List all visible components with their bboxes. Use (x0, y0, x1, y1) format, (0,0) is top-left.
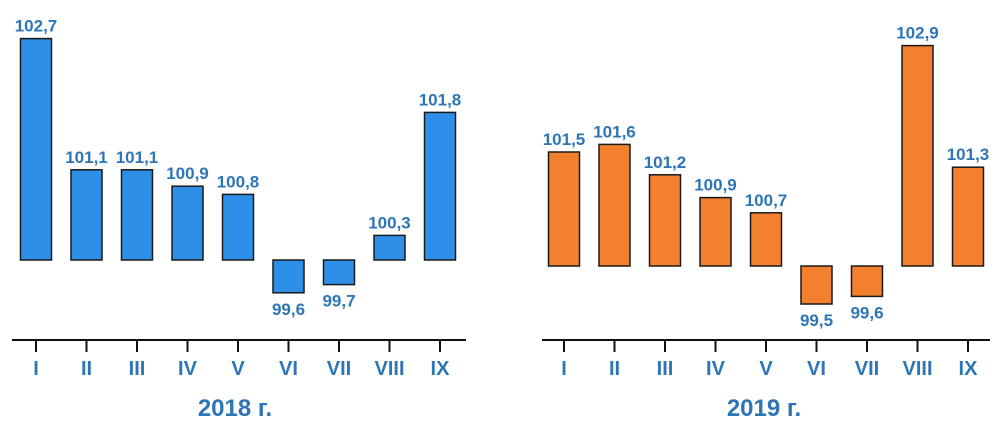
value-label-2019-I: 101,5 (543, 130, 586, 149)
chart-2018: 2018 г. 102,7 I 101,1 II 101,1 III 100,9 IV 100,… (12, 17, 466, 422)
bar-2018-IV (171, 185, 204, 261)
value-label-2018-III: 101,1 (116, 148, 159, 167)
value-label-2018-I: 102,7 (15, 17, 58, 36)
x-tick-label-2019-V: V (759, 358, 773, 380)
bar-2019-VI (800, 265, 833, 305)
bar-2019-V (749, 212, 783, 267)
bar-2018-IX (423, 111, 457, 261)
x-tick-label-2018-IV: IV (178, 358, 198, 380)
value-label-2018-II: 101,1 (65, 148, 108, 167)
bar-2018-VII (322, 259, 356, 286)
bar-2018-II (70, 169, 103, 261)
x-tick-label-2018-II: II (81, 358, 92, 380)
value-label-2019-VII: 99,6 (850, 303, 883, 322)
bar-2018-III (120, 169, 154, 261)
value-label-2019-IV: 100,9 (694, 176, 737, 195)
x-tick-label-2018-VI: VI (279, 358, 298, 380)
chart-title-2019: 2019 г. (727, 395, 801, 422)
x-tick-label-2019-VII: VII (855, 358, 879, 380)
value-label-2019-III: 101,2 (644, 153, 687, 172)
x-tick-label-2019-III: III (657, 358, 674, 380)
value-label-2018-IV: 100,9 (166, 164, 209, 183)
bar-2019-IV (699, 196, 732, 267)
bar-2019-III (648, 174, 682, 267)
bar-2018-I (19, 37, 53, 261)
x-tick-label-2018-IX: IX (431, 358, 451, 380)
value-label-2019-VIII: 102,9 (896, 24, 939, 43)
x-tick-label-2019-IV: IV (706, 358, 726, 380)
x-tick-label-2018-VII: VII (327, 358, 351, 380)
bar-2018-VI (272, 259, 305, 294)
x-tick-label-2019-VI: VI (807, 358, 826, 380)
x-tick-label-2018-V: V (231, 358, 245, 380)
bar-2019-VIII (901, 44, 934, 267)
value-label-2018-VII: 99,7 (322, 292, 355, 311)
x-tick-label-2019-II: II (609, 358, 620, 380)
value-label-2018-VI: 99,6 (272, 300, 305, 319)
value-label-2018-VIII: 100,3 (368, 213, 411, 232)
bar-2019-I (547, 151, 581, 267)
x-tick-label-2018-III: III (129, 358, 146, 380)
x-tick-label-2018-I: I (33, 358, 39, 380)
value-label-2019-VI: 99,5 (800, 311, 833, 330)
value-label-2019-V: 100,7 (745, 191, 788, 210)
bar-2019-VII (850, 265, 884, 298)
value-label-2018-V: 100,8 (217, 172, 260, 191)
value-label-2019-IX: 101,3 (947, 145, 990, 164)
x-tick-label-2019-VIII: VIII (902, 358, 932, 380)
bar-2019-IX (951, 166, 985, 267)
x-tick-label-2019-I: I (561, 358, 567, 380)
bar-2018-VIII (373, 234, 406, 261)
value-label-2018-IX: 101,8 (419, 90, 462, 109)
chart-2019: 2019 г. 101,5 I 101,6 II 101,2 III 100,9 IV 100,… (542, 24, 990, 422)
value-label-2019-II: 101,6 (593, 122, 636, 141)
chart-title-2018: 2018 г. (198, 395, 272, 422)
bar-2019-II (598, 143, 631, 267)
x-tick-label-2018-VIII: VIII (374, 358, 404, 380)
x-tick-label-2019-IX: IX (959, 358, 979, 380)
bar-2018-V (221, 193, 255, 261)
